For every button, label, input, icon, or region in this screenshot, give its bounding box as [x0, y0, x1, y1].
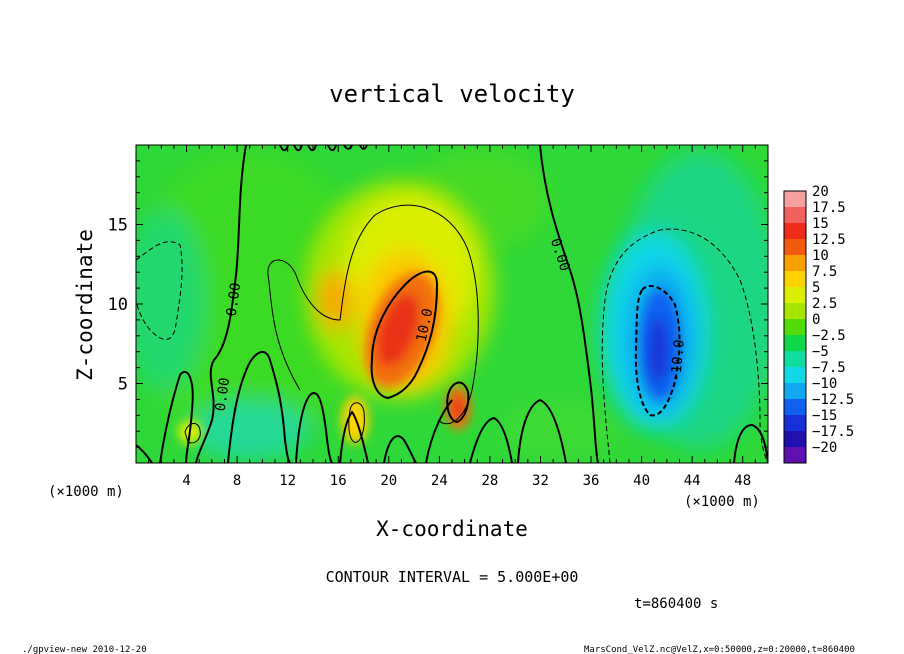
colorbar-swatch: [784, 271, 806, 288]
x-tick-label: 4: [182, 473, 190, 489]
colorbar-swatch: [784, 367, 806, 384]
contour-positive: [370, 270, 439, 400]
colorbar-swatch: [784, 303, 806, 320]
y-axis-label: Z-coordinate: [73, 229, 97, 381]
colorbar-label: 7.5: [812, 264, 837, 280]
colorbar-label: 15: [812, 216, 829, 232]
colorbar-label: −7.5: [812, 360, 846, 376]
x-tick-label: 40: [633, 473, 650, 489]
plot-area: 0.00 0.00 0.00 10.0 -10.0: [136, 145, 768, 463]
contour-negative: [634, 285, 681, 417]
colorbar-label: −10: [812, 376, 837, 392]
contour-label: 10.0: [414, 307, 437, 343]
x-tick-label: 24: [431, 473, 448, 489]
y-tick-label: 10: [108, 295, 128, 315]
x-tick-label: 32: [532, 473, 549, 489]
field-patch: [190, 400, 310, 460]
y-axis: 5 10 15: [108, 160, 768, 448]
colorbar-label: 2.5: [812, 296, 837, 312]
colorbar-label: 5: [812, 280, 820, 296]
contour-negative: [136, 241, 183, 340]
colorbar-swatch: [784, 399, 806, 416]
x-tick-label: 12: [279, 473, 296, 489]
colorbar-swatch: [784, 335, 806, 352]
contour-label: -10.0: [668, 339, 688, 382]
x-tick-label: 16: [330, 473, 347, 489]
core-layer: [376, 293, 420, 367]
colorbar-label: −20: [812, 440, 837, 456]
downdraft-core: [640, 290, 680, 400]
contour-positive: [184, 423, 201, 444]
x-axis-label: X-coordinate: [376, 517, 528, 541]
contour-positive: [267, 204, 479, 425]
colorbar-label: 10: [812, 248, 829, 264]
contour-zero: [733, 423, 768, 463]
colorbar-swatch: [784, 223, 806, 240]
colorbar-label: 17.5: [812, 200, 846, 216]
contour-label: 0.00: [224, 282, 245, 318]
colorbar-label: 20: [812, 184, 829, 200]
time-text: t=860400 s: [634, 596, 718, 612]
y-tick-label: 15: [108, 216, 128, 236]
x-axis: 4 8 12 16 20 24 28 32 36 40 44 48: [148, 145, 756, 489]
x-unit-right: (×1000 m): [684, 494, 760, 510]
field-patch: [136, 150, 370, 450]
field-patch: [500, 400, 620, 460]
colorbar-swatch: [784, 351, 806, 368]
colorbar-label: −15: [812, 408, 837, 424]
contour-zero: [279, 145, 368, 152]
x-tick-label: 8: [233, 473, 241, 489]
contour-zero: [425, 398, 567, 463]
colorbar: 2017.51512.5107.552.50−2.5−5−7.5−10−12.5…: [783, 184, 854, 464]
field-patch: [136, 210, 205, 390]
colorbar-swatch: [784, 319, 806, 336]
colorbar-label: −12.5: [812, 392, 854, 408]
plume-layer: [317, 270, 353, 330]
colorbar-label: −17.5: [812, 424, 854, 440]
contour-zero: [539, 145, 599, 463]
colorbar-label: −5: [812, 344, 829, 360]
colorbar-label: −2.5: [812, 328, 846, 344]
contour-zero: [339, 410, 417, 463]
y-tick-label: 5: [118, 375, 128, 395]
colorbar-label: 12.5: [812, 232, 846, 248]
contour-lines: [136, 145, 768, 463]
updraft-core: [178, 272, 471, 444]
colorbar-swatch: [784, 207, 806, 224]
colorbar-swatch: [784, 415, 806, 432]
contour-label: 0.00: [213, 377, 234, 413]
colorbar-swatch: [784, 239, 806, 256]
x-unit-left: (×1000 m): [48, 484, 124, 500]
colorbar-swatch: [784, 447, 806, 464]
x-tick-label: 28: [481, 473, 498, 489]
core-layer: [341, 396, 369, 444]
contour-zero: [195, 145, 247, 463]
footer-right: MarsCond_VelZ.nc@VelZ,x=0:50000,z=0:2000…: [584, 645, 855, 654]
downdraft-layer: [648, 318, 668, 382]
colorbar-swatch: [784, 191, 806, 208]
colorbar-swatch: [784, 287, 806, 304]
x-tick-label: 44: [684, 473, 701, 489]
contour-zero: [227, 351, 333, 463]
colorbar-swatch: [784, 383, 806, 400]
footer-left: ./gpview-new 2010-12-20: [22, 645, 147, 654]
x-tick-label: 20: [380, 473, 397, 489]
colorbar-frame: [783, 190, 807, 464]
colorbar-swatch: [784, 255, 806, 272]
x-tick-label: 48: [734, 473, 751, 489]
contour-interval-text: CONTOUR INTERVAL = 5.000E+00: [326, 568, 579, 586]
contour-positive: [446, 381, 470, 424]
chart-title: vertical velocity: [329, 80, 575, 108]
colorbar-label: 0: [812, 312, 820, 328]
colorbar-swatch: [784, 431, 806, 448]
contour-positive: [348, 402, 365, 443]
x-tick-label: 36: [583, 473, 600, 489]
